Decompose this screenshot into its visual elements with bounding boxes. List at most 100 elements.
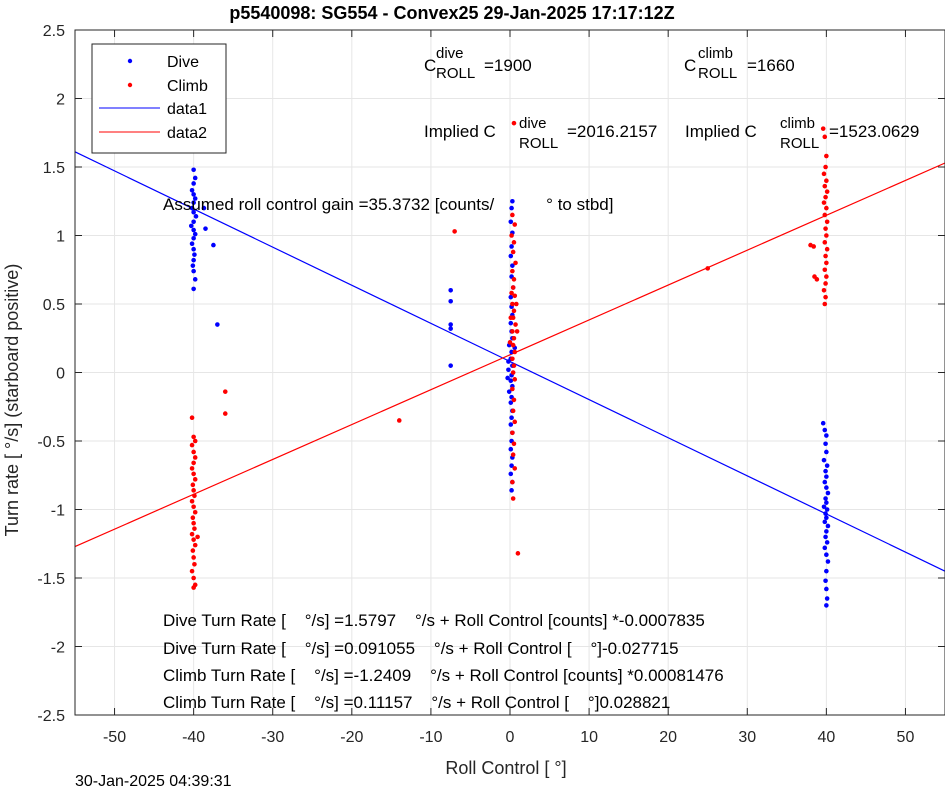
scatter-points [188,120,831,608]
climb-point [510,301,515,307]
dive-point [448,322,453,327]
climb-point [705,266,711,271]
dive-point [191,246,196,252]
climb-point [191,504,196,510]
climb-point [513,322,518,327]
dive-point [825,559,831,564]
climb-point [191,449,196,455]
dive-point [509,463,514,468]
climb-point [823,294,828,300]
dive-point [824,474,829,479]
climb-point [823,194,828,200]
climb-point [511,240,517,245]
climb-point [824,260,829,266]
climb-point [822,267,828,273]
climb-point [514,329,520,334]
dive-point [509,415,514,421]
climb-point [507,340,513,345]
climb-point [514,301,519,307]
dive-point [191,286,196,292]
x-tick-label: -30 [261,729,284,746]
climb-point [510,479,515,485]
dive-point [508,294,514,300]
dive-point [508,400,514,405]
climb-point [189,531,195,537]
x-tick-label: 0 [506,729,515,746]
dive-point [191,200,196,205]
y-tick-label: 2 [56,92,65,109]
climb-point [509,290,514,296]
c-dive-c: C [424,56,436,75]
footer-timestamp: 30-Jan-2025 04:39:31 [75,773,232,790]
implied-climb-value: =1523.0629 [829,122,919,141]
climb-point [821,288,827,293]
dive-point [824,500,829,505]
dive-point [191,209,196,215]
legend-box [91,43,227,154]
climb-point [823,253,828,259]
climb-point [511,335,517,341]
climb-point [822,183,828,189]
climb-point [191,585,196,590]
roll-gain-annotation: Assumed roll control gain =35.3732 [coun… [163,195,613,214]
dive-point [824,529,829,534]
dive-point [822,545,828,551]
dive-point [506,367,511,373]
climb-point [189,415,195,421]
climb-point [824,274,829,279]
legend-climb-marker [127,82,133,88]
climb-point [512,222,518,227]
climb-point [510,342,516,348]
climb-point [192,455,198,460]
climb-point [821,171,827,177]
climb-point [192,562,197,567]
dive-point [823,511,828,516]
climb-point [191,575,196,581]
climb-fit-counts: Climb Turn Rate [ °/s] =-1.2409 °/s + Ro… [163,666,724,685]
x-tick-label: 20 [659,729,677,746]
dive-point [506,359,511,364]
climb-point [189,568,195,574]
dive-point [211,242,216,248]
x-tick-label: 30 [738,729,756,746]
climb-point [510,452,516,458]
implied-dive-sub: ROLL [519,135,558,152]
dive-point [189,187,195,193]
implied-dive-label: Implied C [424,122,496,141]
climb-point [222,389,228,394]
x-tick-label: -20 [340,729,363,746]
dive-point [448,298,453,304]
dive-point [509,205,514,211]
dive-point [822,479,828,485]
x-tick-label: -40 [182,729,205,746]
climb-point [191,520,196,526]
implied-climb-label: Implied C [685,122,757,141]
climb-point [510,386,515,392]
dive-point [505,375,510,381]
y-tick-label: 2.5 [43,23,65,40]
dive-point [191,192,196,197]
climb-point [510,249,516,255]
y-tick-label: 1 [56,229,65,246]
dive-point [508,219,514,225]
climb-point [195,534,200,540]
y-tick-label: 1.5 [43,160,65,177]
climb-point [824,246,830,252]
dive-point [188,223,194,229]
climb-point [190,548,196,553]
dive-point [448,288,453,293]
climb-point [822,240,828,245]
y-tick-label: 0 [56,366,65,383]
dive-point [191,219,196,225]
climb-fit-degrees: Climb Turn Rate [ °/s] =0.11157 °/s + Ro… [163,693,670,712]
c-dive-sup: dive [436,45,464,62]
dive-point [824,485,829,490]
climb-point [192,493,197,499]
y-tick-label: -1.5 [37,571,65,588]
dive-point [189,241,195,247]
dive-point [509,349,514,355]
climb-point [190,515,196,521]
climb-point [510,370,516,375]
climb-point [824,153,829,159]
x-tick-label: -10 [419,729,442,746]
